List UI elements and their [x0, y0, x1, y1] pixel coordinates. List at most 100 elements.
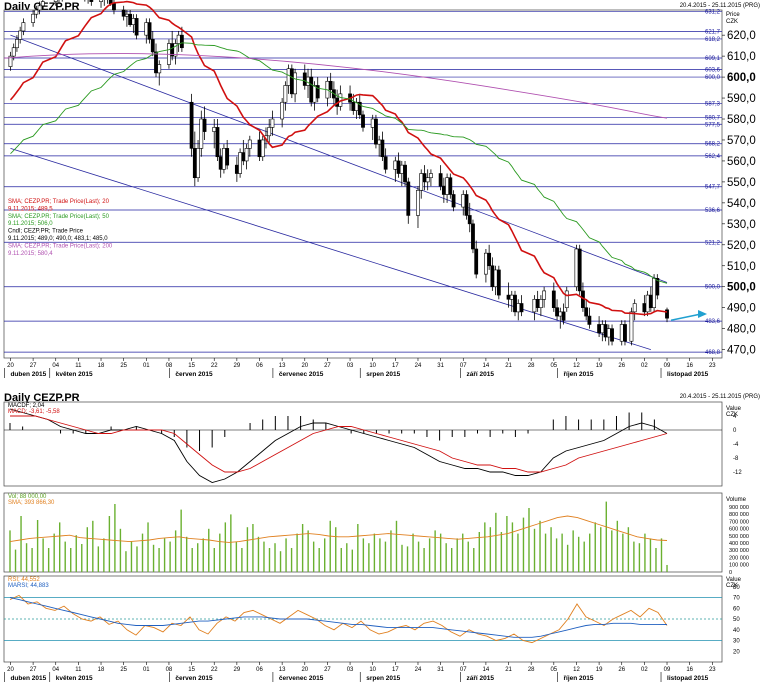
- volume-tick-label: 800 000: [729, 512, 749, 518]
- bottom-date-axis-tick-label: 20: [301, 667, 308, 673]
- candle-body: [513, 294, 517, 313]
- price-level-label: 577,5: [705, 122, 721, 128]
- rsi-panel-frame: [3, 575, 723, 663]
- candle-body: [241, 152, 246, 162]
- candle-body: [260, 139, 265, 158]
- top-date-axis-tick-label: 24: [415, 363, 422, 369]
- candle-body: [448, 177, 453, 195]
- price-level-label: 580,7: [705, 116, 721, 122]
- price-tick-label: 570,0: [727, 135, 756, 147]
- candle-body: [267, 127, 272, 137]
- bottom-date-axis-tick-label: 23: [709, 667, 716, 673]
- candle-body: [270, 118, 275, 128]
- top-date-axis-month-label: duben 2015: [10, 371, 46, 378]
- price-level-label: 618,2: [705, 37, 721, 43]
- candle-body: [429, 173, 433, 179]
- price-tick-label: 600,0: [727, 72, 756, 84]
- top-date-axis-tick-label: 15: [188, 363, 195, 369]
- price-tick-label: 540,0: [727, 198, 756, 210]
- top-date-axis-tick-label: 29: [234, 363, 241, 369]
- candle-body: [645, 294, 650, 313]
- macd-panel-frame: [3, 401, 723, 487]
- candle-body: [289, 68, 294, 95]
- candle-body: [555, 307, 559, 317]
- candle-body: [370, 118, 375, 128]
- candle-body: [212, 127, 217, 132]
- bottom-date-axis-tick-label: 03: [347, 667, 354, 673]
- top-date-axis-tick-label: 12: [573, 363, 580, 369]
- candle-body: [577, 248, 582, 292]
- candle-body: [619, 324, 624, 342]
- candle-body: [496, 269, 501, 296]
- top-date-axis-tick-label: 08: [166, 363, 173, 369]
- price-level-label: 500,0: [705, 285, 721, 291]
- macd-legend-entry: MACD; -3,61; -5,58: [8, 409, 60, 415]
- top-date-axis-tick-label: 09: [664, 363, 671, 369]
- price-axis-unit: CZK: [726, 19, 738, 25]
- price-level-label: 587,3: [705, 102, 721, 108]
- candle-body: [542, 290, 547, 300]
- candle-body: [584, 307, 589, 317]
- candle-body: [535, 299, 540, 308]
- candle-body: [451, 194, 456, 208]
- top-date-axis-tick-label: 26: [618, 363, 625, 369]
- candle-body: [283, 85, 288, 103]
- volume-legend-entry: Vol; 88 000,00: [8, 494, 47, 500]
- volume-tick-label: 500 000: [729, 534, 749, 540]
- top-date-axis-tick-label: 28: [528, 363, 535, 369]
- candle-body: [665, 309, 669, 319]
- bottom-date-axis-tick-label: 11: [75, 667, 82, 673]
- macd-tick-label: 4: [733, 414, 737, 420]
- top-date-axis-tick-label: 31: [437, 363, 444, 369]
- price-tick-label: 580,0: [727, 114, 756, 126]
- top-date-axis-month-label: červen 2015: [175, 371, 213, 378]
- macd-axis-title: Value: [726, 406, 742, 412]
- price-tick-label: 470,0: [727, 345, 756, 357]
- candle-body: [357, 101, 362, 116]
- bottom-date-axis-tick-label: 09: [664, 667, 671, 673]
- rsi-tick-label: 30: [733, 639, 740, 645]
- candle-body: [215, 127, 220, 158]
- candle-body: [11, 47, 16, 57]
- top-date-axis-tick-label: 06: [256, 363, 263, 369]
- candle-body: [34, 9, 39, 15]
- candle-body: [134, 18, 139, 36]
- candle-body: [587, 315, 592, 325]
- price-tick-label: 610,0: [727, 51, 756, 63]
- macd-tick-label: -12: [733, 470, 742, 476]
- bottom-date-axis-month-label: říjen 2015: [564, 675, 594, 682]
- volume-tick-label: 200 000: [729, 555, 749, 561]
- top-date-axis-month-label: červenec 2015: [279, 371, 324, 378]
- rsi-tick-label: 60: [733, 606, 740, 612]
- volume-legend-entry: SMA; 393 866,30: [8, 500, 55, 506]
- price-level-label: 603,6: [705, 68, 721, 74]
- macd-tick-label: -4: [733, 442, 739, 448]
- bottom-date-axis-tick-label: 29: [234, 667, 241, 673]
- candle-body: [222, 148, 226, 170]
- sma-20-line: [9, 0, 668, 316]
- price-legend-entry: 9.11.2015; 506,0: [8, 221, 53, 227]
- top-date-axis-tick-label: 20: [301, 363, 308, 369]
- candle-body: [532, 299, 537, 313]
- candle-body: [642, 303, 647, 313]
- bottom-date-axis-tick-label: 14: [483, 667, 490, 673]
- bottom-date-axis-tick-label: 27: [324, 667, 331, 673]
- candle-body: [18, 30, 23, 40]
- bottom-date-axis-month-label: duben 2015: [10, 675, 46, 682]
- price-tick-label: 620,0: [727, 30, 756, 42]
- price-tick-label: 550,0: [727, 177, 756, 189]
- candle-body: [403, 164, 407, 183]
- rsi-tick-label: 20: [733, 649, 740, 655]
- candle-body: [561, 311, 566, 321]
- sma-50-line: [10, 42, 668, 284]
- bottom-date-axis-month-label: květen 2015: [56, 675, 93, 682]
- price-level-label: 547,7: [705, 185, 721, 191]
- top-date-axis-tick-label: 07: [460, 363, 467, 369]
- top-date-axis-tick-label: 19: [596, 363, 603, 369]
- price-legend-entry: 9.11.2015; 580,4: [8, 251, 53, 257]
- candle-body: [144, 22, 149, 36]
- candle-body: [8, 55, 13, 67]
- price-level-label: 568,2: [705, 142, 721, 148]
- candle-body: [15, 39, 19, 49]
